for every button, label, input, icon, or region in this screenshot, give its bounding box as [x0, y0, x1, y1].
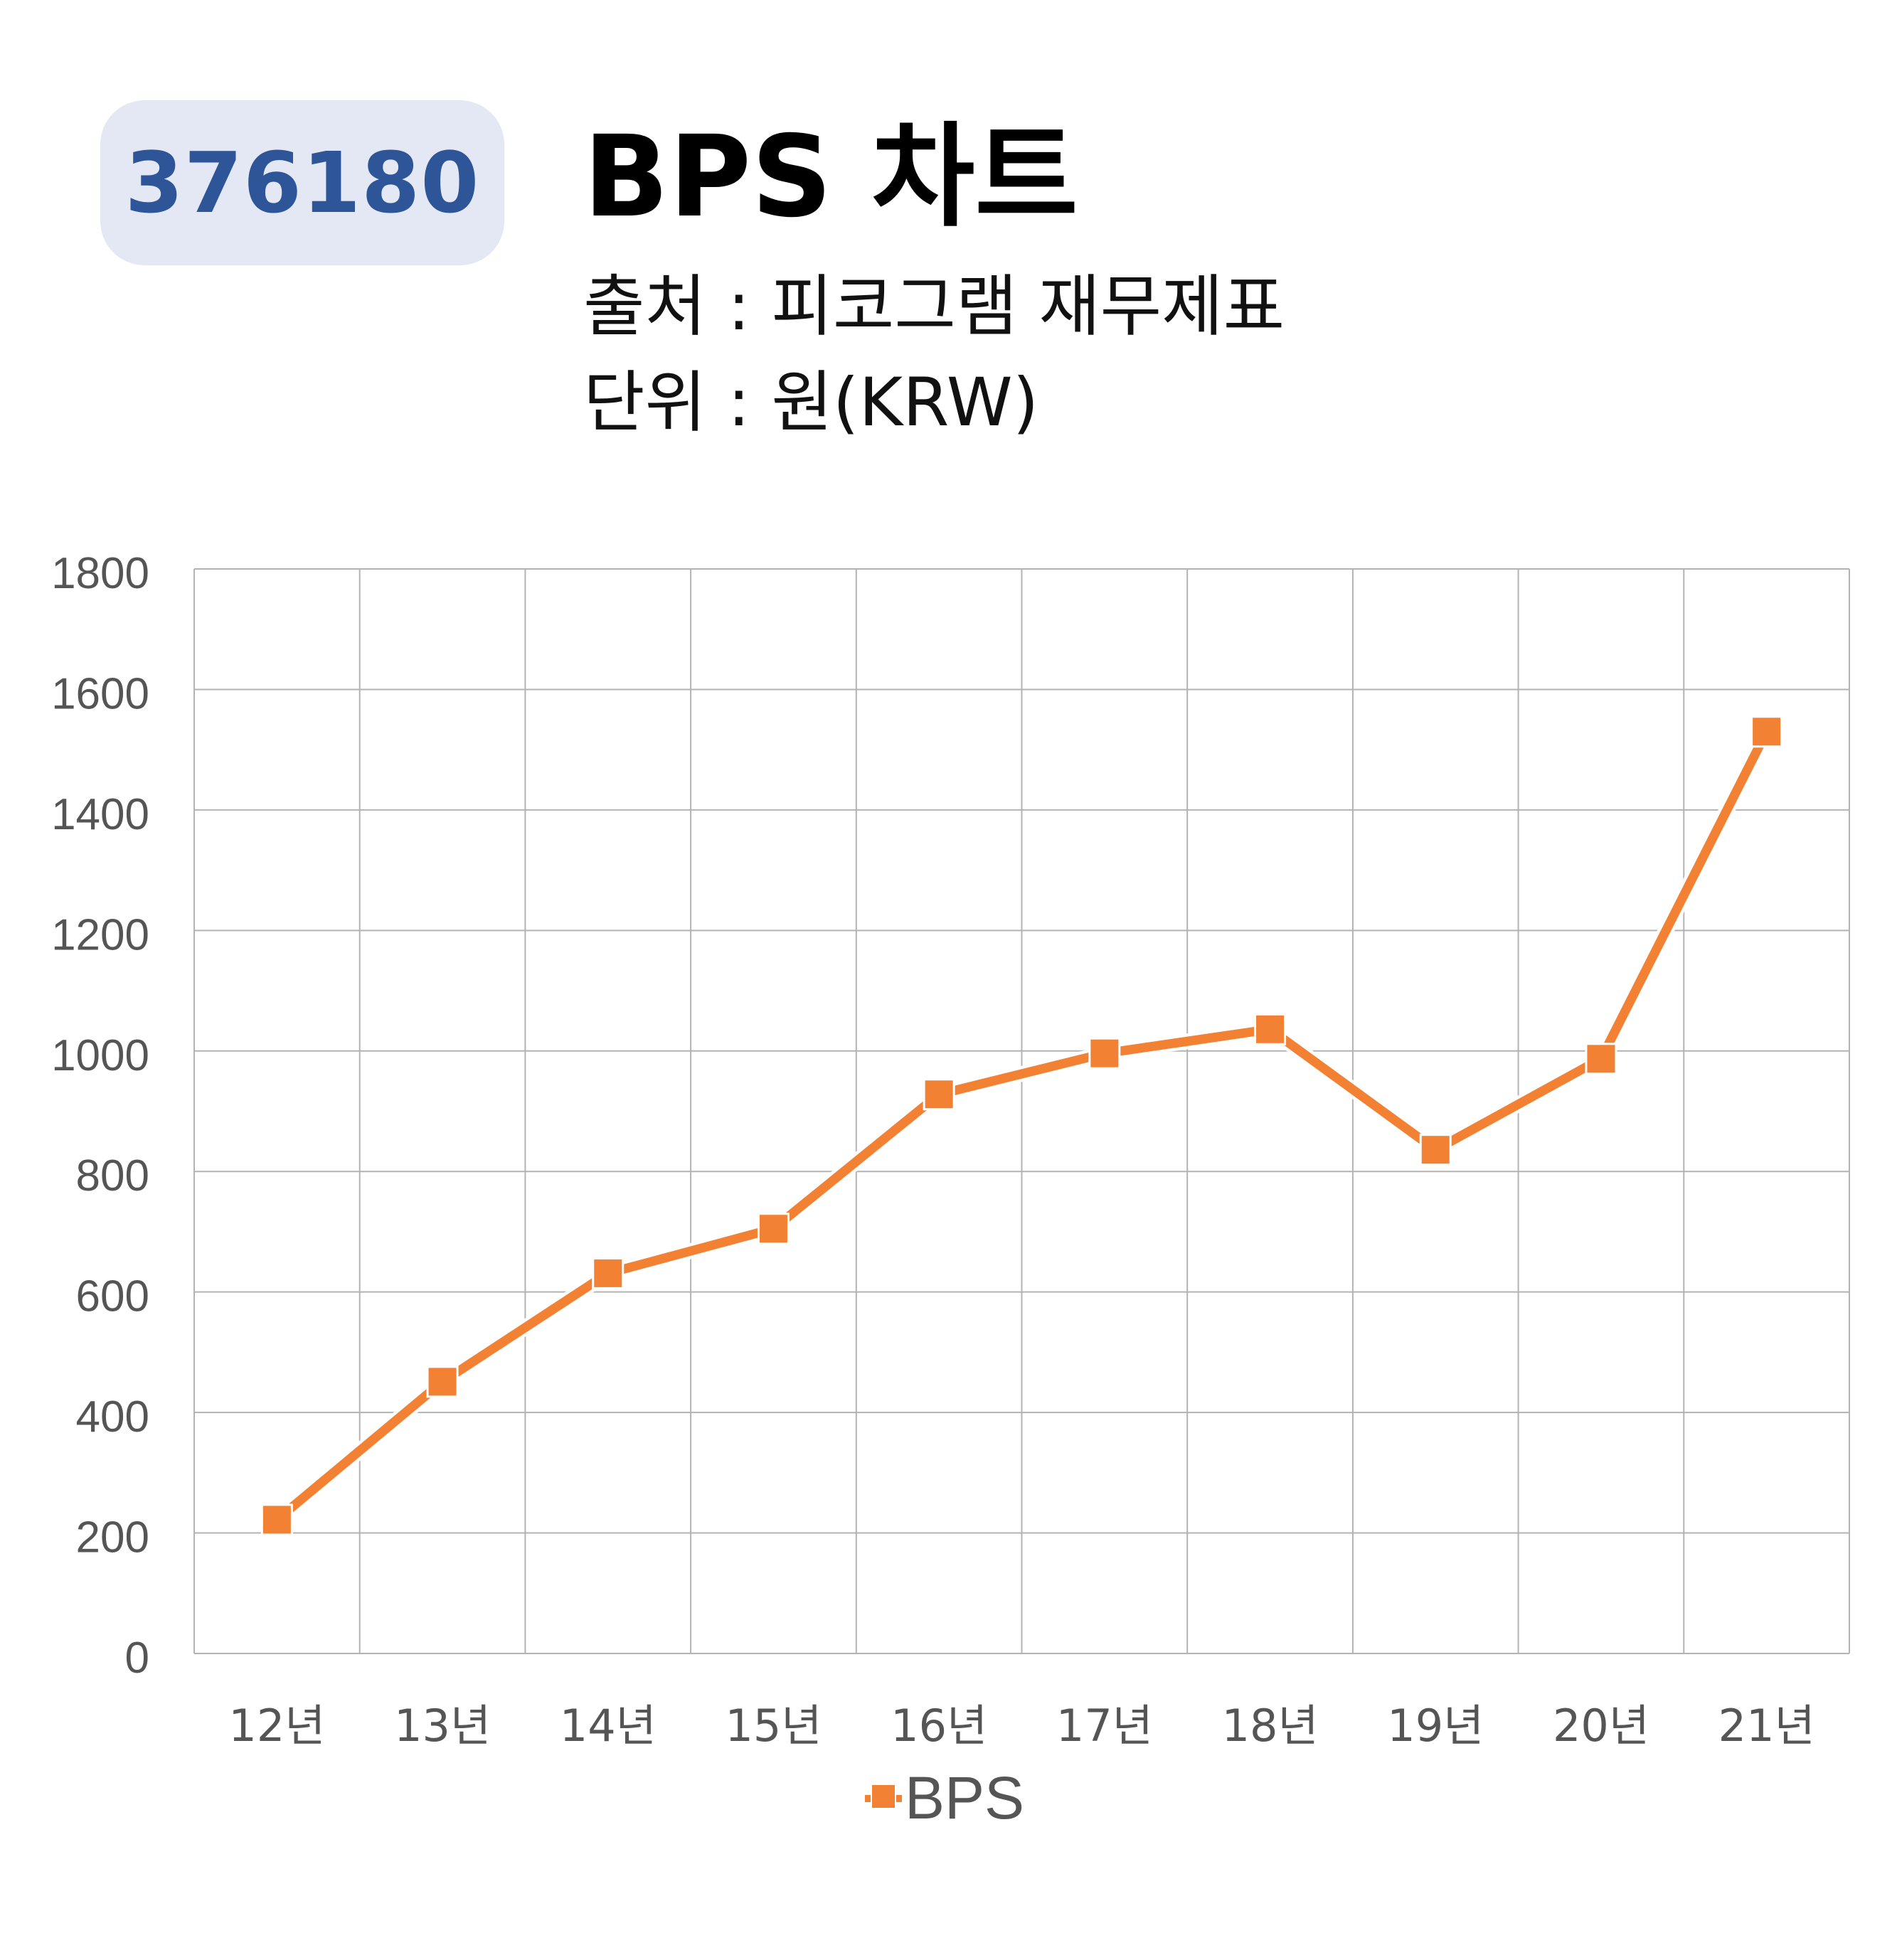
chart-title: BPS 차트: [583, 112, 1078, 243]
ticker-badge: 376180: [100, 100, 504, 265]
x-tick-label: 17년: [1056, 1700, 1153, 1752]
data-point-marker: [1585, 1043, 1617, 1075]
data-point-marker: [426, 1365, 459, 1398]
data-point-marker: [1419, 1134, 1452, 1166]
series-bps: [260, 715, 1783, 1536]
source-note: 출처 : 피코그램 재무제표: [583, 268, 1285, 346]
y-tick-label: 400: [76, 1392, 149, 1442]
data-point-marker: [1088, 1037, 1121, 1070]
data-point-marker: [260, 1503, 293, 1536]
ticker-code: 376180: [124, 134, 480, 232]
x-tick-label: 21년: [1718, 1700, 1815, 1752]
x-tick-label: 12년: [228, 1700, 325, 1752]
y-tick-label: 0: [125, 1634, 149, 1683]
x-tick-label: 18년: [1222, 1700, 1319, 1752]
chart-grid: [193, 568, 1850, 1654]
data-point-marker: [757, 1213, 790, 1245]
x-tick-label: 13년: [394, 1700, 491, 1752]
y-axis-labels: 0 200 400 600 800 1000 1200 1400 1600 1800: [51, 549, 149, 1683]
y-tick-label: 1000: [51, 1031, 149, 1080]
legend-label-bps: BPS: [905, 1764, 1025, 1831]
data-point-marker: [923, 1078, 955, 1111]
x-tick-label: 14년: [560, 1700, 657, 1752]
data-point-marker: [592, 1257, 625, 1289]
series-line: [272, 727, 1772, 1525]
y-tick-label: 200: [76, 1513, 149, 1562]
y-tick-label: 1400: [51, 790, 149, 839]
y-tick-label: 1200: [51, 910, 149, 959]
x-tick-label: 16년: [891, 1700, 987, 1752]
data-point-marker: [1254, 1013, 1287, 1045]
x-tick-label: 15년: [725, 1700, 822, 1752]
x-axis-labels: 12년 13년 14년 15년 16년 17년 18년 19년 20년 21년: [228, 1700, 1814, 1752]
legend-swatch-bps: [865, 1783, 902, 1809]
x-tick-label: 19년: [1387, 1700, 1484, 1752]
y-tick-label: 1800: [51, 549, 149, 598]
y-tick-label: 800: [76, 1151, 149, 1200]
y-tick-label: 600: [76, 1272, 149, 1321]
y-tick-label: 1600: [51, 669, 149, 718]
data-point-marker: [1750, 715, 1783, 748]
x-tick-label: 20년: [1553, 1700, 1649, 1752]
chart-legend: BPS: [865, 1764, 1024, 1833]
unit-note: 단위 : 원(KRW): [583, 364, 1039, 442]
